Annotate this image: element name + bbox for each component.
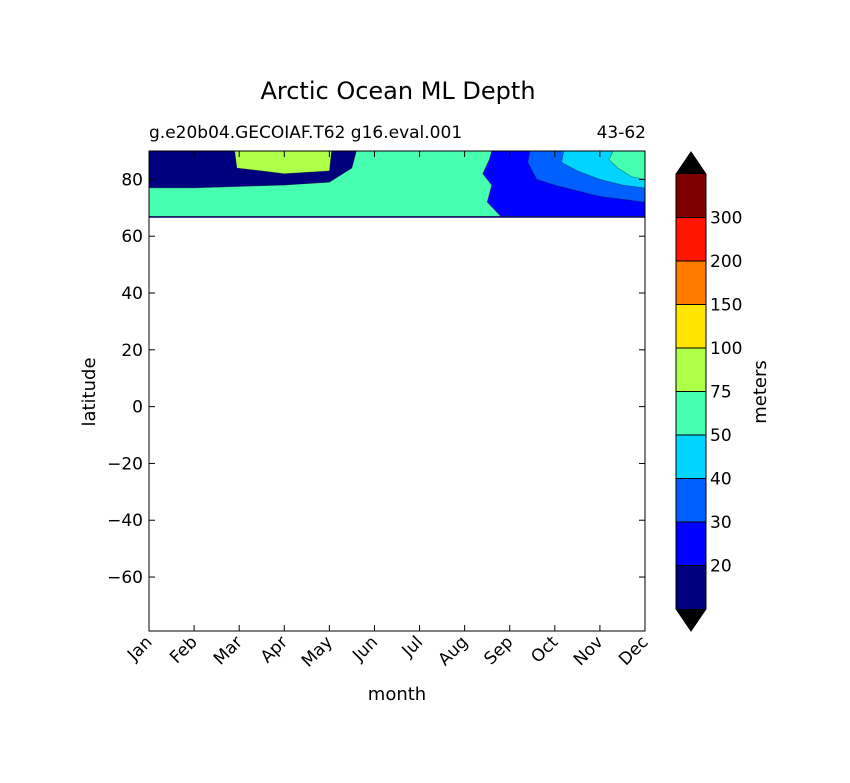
- colorbar-tick-label: 200: [710, 252, 742, 272]
- x-tick-label: Oct: [527, 632, 562, 667]
- colorbar-extend-bottom: [676, 609, 706, 631]
- colorbar-segment: [676, 217, 706, 261]
- x-tick-label: Nov: [570, 632, 608, 670]
- colorbar-tick-label: 75: [710, 383, 732, 403]
- colorbar: 20 30 40 50 75 100 150 200 300: [675, 151, 742, 632]
- x-tick-label: Mar: [210, 632, 247, 669]
- x-tick-label: Dec: [615, 632, 652, 669]
- chart-title: Arctic Ocean ML Depth: [260, 77, 535, 105]
- chart-subtitle-left: g.e20b04.GECOIAF.T62 g16.eval.001: [149, 123, 462, 143]
- x-axis-label: month: [368, 684, 426, 705]
- colorbar-segment: [676, 391, 706, 435]
- x-tick-label: Apr: [257, 632, 292, 667]
- colorbar-segment: [676, 435, 706, 479]
- colorbar-tick-label: 150: [710, 296, 742, 316]
- colorbar-segment: [676, 522, 706, 566]
- colorbar-segment: [676, 478, 706, 522]
- x-tick-label: Feb: [166, 632, 201, 667]
- y-tick-label: 0: [132, 398, 143, 418]
- chart-subtitle-right: 43-62: [597, 123, 646, 143]
- y-tick-label: 60: [121, 227, 143, 247]
- y-axis-label: latitude: [79, 357, 100, 426]
- colorbar-segment: [676, 174, 706, 218]
- colorbar-tick-label: 40: [710, 470, 732, 490]
- colorbar-tick-label: 100: [710, 339, 742, 359]
- y-tick-label: −60: [107, 568, 143, 588]
- plot-area: [148, 150, 646, 632]
- colorbar-tick-label: 20: [710, 557, 732, 577]
- y-tick-label: 80: [121, 170, 143, 190]
- colorbar-segment: [676, 304, 706, 348]
- x-tick-label: Aug: [435, 632, 473, 670]
- x-tick-label: Sep: [480, 632, 517, 669]
- y-tick-label: −20: [107, 454, 143, 474]
- x-tick-label: May: [298, 632, 337, 671]
- y-tick-label: 20: [121, 341, 143, 361]
- colorbar-tick-label: 30: [710, 513, 732, 533]
- colorbar-label: meters: [750, 360, 771, 424]
- colorbar-segment: [676, 261, 706, 305]
- y-tick-label: −40: [107, 511, 143, 531]
- y-axis: 80 60 40 20 0 −20 −40 −60: [107, 170, 645, 588]
- plot-frame: [148, 150, 646, 632]
- x-tick-label: Jul: [398, 632, 427, 661]
- colorbar-frame: [675, 151, 707, 632]
- colorbar-segment: [676, 565, 706, 609]
- colorbar-extend-top: [676, 152, 706, 174]
- colorbar-tick-label: 50: [710, 426, 732, 446]
- x-tick-label: Jun: [348, 632, 382, 666]
- y-tick-label: 40: [121, 284, 143, 304]
- colorbar-segment: [676, 348, 706, 392]
- x-tick-label: Jan: [123, 632, 156, 665]
- colorbar-tick-label: 300: [710, 209, 742, 229]
